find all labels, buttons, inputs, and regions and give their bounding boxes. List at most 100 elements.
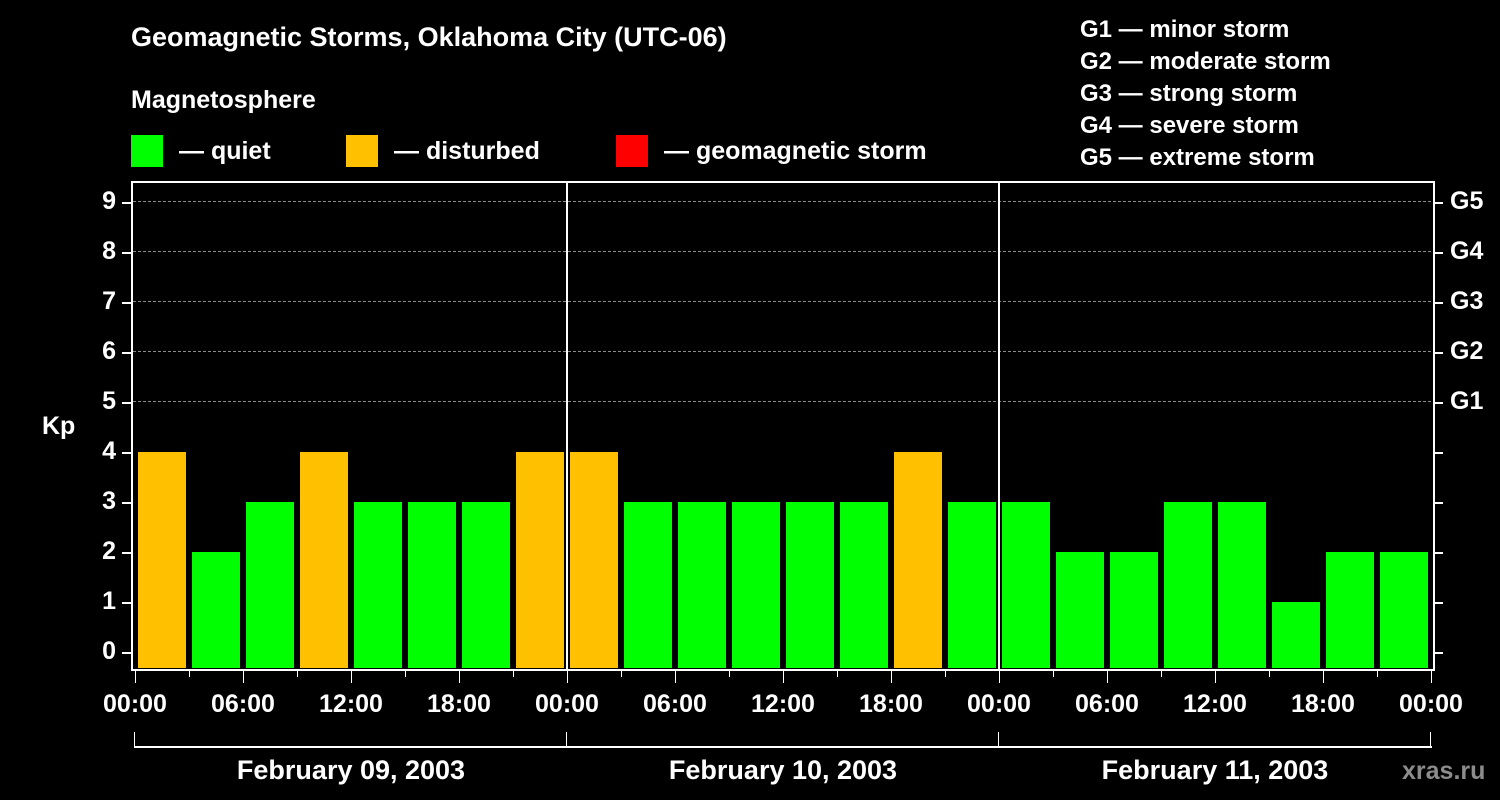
kp-bar: [462, 502, 510, 668]
x-tick: [1269, 669, 1270, 677]
x-tick: [999, 669, 1000, 683]
kp-bar: [516, 452, 564, 668]
y-tick-label: 7: [102, 287, 116, 315]
kp-bar: [1380, 552, 1428, 668]
gridline-9: [133, 201, 1431, 202]
y-tick-label: 0: [102, 637, 116, 665]
x-tick: [783, 669, 784, 683]
kp-bar: [300, 452, 348, 668]
day-bracket-tick: [134, 732, 135, 746]
g3-legend: G3 — strong storm: [1080, 80, 1298, 107]
day-separator: [998, 181, 1000, 669]
y-tick: [122, 452, 132, 454]
kp-bar: [678, 502, 726, 668]
right-tick: [1433, 652, 1443, 654]
x-tick: [675, 669, 676, 683]
legend-disturbed-label: — disturbed: [394, 136, 540, 165]
y-tick-label: 1: [102, 587, 116, 615]
x-tick: [729, 669, 730, 677]
x-tick: [459, 669, 460, 683]
gridline-5: [133, 401, 1431, 402]
x-tick: [1107, 669, 1108, 683]
x-tick: [567, 669, 568, 683]
y-tick: [122, 202, 132, 204]
right-tick: [1433, 352, 1443, 354]
x-tick: [621, 669, 622, 677]
kp-bar: [948, 502, 996, 668]
x-tick-label: 12:00: [319, 690, 383, 718]
x-tick-label: 06:00: [643, 690, 707, 718]
legend-quiet-label: — quiet: [179, 136, 271, 165]
kp-bar: [840, 502, 888, 668]
g1-legend: G1 — minor storm: [1080, 16, 1290, 43]
x-tick-label: 00:00: [103, 690, 167, 718]
y-tick-label: 5: [102, 387, 116, 415]
kp-bar: [246, 502, 294, 668]
legend-disturbed: — disturbed: [346, 134, 540, 168]
y-tick: [122, 502, 132, 504]
x-tick-label: 06:00: [1075, 690, 1139, 718]
x-tick: [297, 669, 298, 677]
legend-storm-label: — geomagnetic storm: [664, 136, 927, 165]
kp-bar: [1110, 552, 1158, 668]
g2-legend: G2 — moderate storm: [1080, 48, 1331, 75]
x-tick-label: 18:00: [1291, 690, 1355, 718]
y-tick: [122, 602, 132, 604]
chart-title: Geomagnetic Storms, Oklahoma City (UTC-0…: [131, 22, 727, 52]
right-tick: [1433, 552, 1443, 554]
y-tick: [122, 302, 132, 304]
plot-frame: [131, 181, 1435, 671]
kp-bar: [624, 502, 672, 668]
right-tick: [1433, 402, 1443, 404]
day-label: February 09, 2003: [236, 755, 466, 785]
kp-bar: [1326, 552, 1374, 668]
y-tick-label: 3: [102, 487, 116, 515]
y-axis-label: Kp: [42, 412, 76, 440]
g4-legend: G4 — severe storm: [1080, 112, 1299, 139]
day-bracket: [134, 746, 1432, 748]
day-separator: [566, 181, 568, 669]
right-tick: [1433, 602, 1443, 604]
x-tick-label: 00:00: [967, 690, 1031, 718]
day-bracket-tick: [1430, 732, 1431, 746]
y-tick: [122, 552, 132, 554]
x-tick: [1323, 669, 1324, 683]
day-label: February 10, 2003: [668, 755, 898, 785]
x-tick: [513, 669, 514, 677]
gridline-8: [133, 251, 1431, 252]
right-tick: [1433, 302, 1443, 304]
y-tick-label: 8: [102, 237, 116, 265]
x-tick-label: 18:00: [859, 690, 923, 718]
gridline-6: [133, 351, 1431, 352]
kp-bar: [192, 552, 240, 668]
kp-bar: [1272, 602, 1320, 668]
x-tick-label: 00:00: [1399, 690, 1463, 718]
legend-storm: — geomagnetic storm: [616, 134, 927, 168]
y-tick-label: 9: [102, 187, 116, 215]
right-tick: [1433, 452, 1443, 454]
x-tick: [351, 669, 352, 683]
kp-bar: [786, 502, 834, 668]
legend-quiet: — quiet: [131, 134, 271, 168]
day-bracket-tick: [998, 732, 999, 746]
g5-legend: G5 — extreme storm: [1080, 144, 1315, 171]
watermark: xras.ru: [1402, 757, 1486, 785]
x-tick: [891, 669, 892, 683]
kp-bar: [138, 452, 186, 668]
kp-bar: [732, 502, 780, 668]
day-bracket-tick: [566, 732, 567, 746]
y-tick: [122, 402, 132, 404]
y-tick: [122, 352, 132, 354]
g-tick-label: G1: [1450, 387, 1484, 415]
x-tick: [405, 669, 406, 677]
kp-bar: [1056, 552, 1104, 668]
kp-bar: [570, 452, 618, 668]
y-tick-label: 6: [102, 337, 116, 365]
x-tick: [945, 669, 946, 677]
kp-bar: [894, 452, 942, 668]
x-tick: [135, 669, 136, 683]
x-tick-label: 00:00: [535, 690, 599, 718]
y-tick-label: 2: [102, 537, 116, 565]
x-tick-label: 12:00: [751, 690, 815, 718]
g-tick-label: G2: [1450, 337, 1484, 365]
